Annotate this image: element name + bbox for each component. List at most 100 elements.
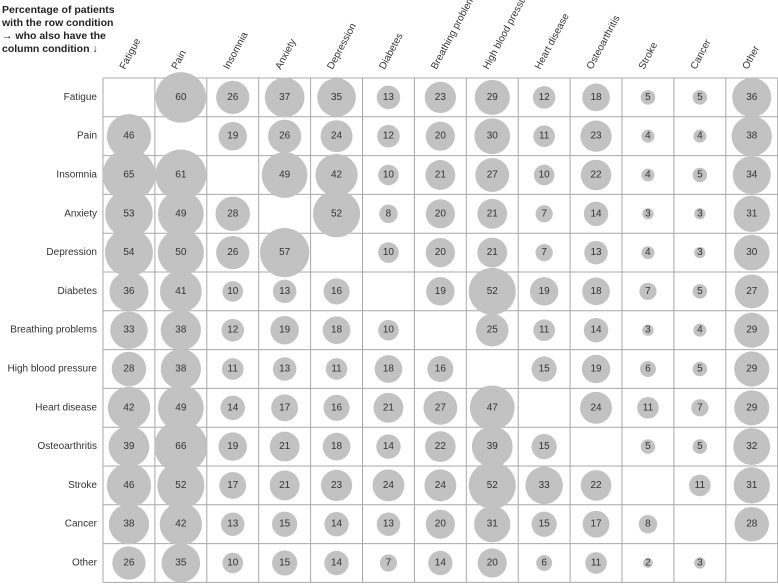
bubble-mark	[692, 167, 708, 183]
bubble-mark	[324, 550, 349, 576]
column-label: Insomnia	[222, 30, 251, 71]
bubble-value-label: 19	[539, 286, 551, 297]
bubble-mark	[641, 246, 655, 260]
bubble-mark	[379, 554, 398, 572]
bubble-mark	[425, 160, 456, 190]
bubble-mark	[320, 120, 353, 153]
bubble-value-label: 10	[383, 247, 395, 258]
bubble-mark	[582, 277, 610, 306]
bubble-value-label: 4	[645, 131, 651, 142]
bubble-mark	[155, 72, 207, 123]
bubble-value-label: 17	[590, 519, 602, 530]
bubble-value-label: 11	[539, 131, 550, 142]
bubble-value-label: 8	[645, 519, 651, 530]
bubble-mark	[734, 506, 770, 542]
bubble-mark	[639, 282, 657, 301]
bubble-mark	[102, 148, 156, 202]
bubble-mark	[378, 164, 399, 186]
bubble-mark	[474, 506, 511, 543]
bubble-value-label: 6	[645, 364, 651, 375]
bubble-value-label: 8	[386, 208, 392, 219]
bubble-value-label: 4	[645, 170, 651, 181]
bubble-value-label: 53	[123, 208, 135, 219]
bubble-mark	[261, 152, 308, 198]
bubble-value-label: 23	[590, 131, 602, 142]
bubble-mark	[216, 80, 250, 115]
bubble-mark	[215, 196, 251, 232]
bubble-value-label: 5	[697, 441, 703, 452]
bubble-mark	[642, 208, 654, 220]
bubble-mark	[637, 396, 659, 419]
bubble-mark	[531, 356, 557, 382]
bubble-mark	[109, 271, 149, 311]
bubble-value-label: 42	[175, 519, 187, 530]
row-label: Insomnia	[56, 170, 97, 181]
bubble-mark	[269, 470, 300, 501]
bubble-mark	[424, 81, 456, 114]
bubble-mark	[734, 351, 770, 387]
chart-caption: Percentage of patients with the row cond…	[2, 4, 115, 56]
bubble-value-label: 22	[435, 441, 447, 452]
bubble-mark	[160, 310, 201, 351]
bubble-mark	[157, 229, 204, 276]
column-label: Stroke	[637, 40, 660, 71]
bubble-value-label: 52	[331, 208, 343, 219]
bubble-mark	[427, 355, 454, 383]
bubble-mark	[378, 319, 399, 341]
bubble-mark	[323, 394, 350, 421]
bubble-value-label: 15	[539, 364, 551, 375]
bubble-value-label: 13	[279, 364, 291, 375]
bubble-value-label: 24	[331, 131, 343, 142]
bubble-mark	[272, 511, 298, 537]
bubble-mark	[583, 201, 609, 227]
bubble-mark	[372, 469, 405, 502]
bubble-mark	[376, 512, 401, 536]
bubble-value-label: 14	[435, 558, 447, 569]
bubble-mark	[580, 120, 612, 152]
bubble-mark	[733, 467, 770, 504]
bubble-value-label: 5	[645, 441, 651, 452]
bubble-mark	[425, 509, 455, 539]
bubble-mark	[471, 426, 513, 467]
row-label: High blood pressure	[8, 364, 98, 375]
bubble-mark	[733, 234, 770, 271]
bubble-value-label: 21	[383, 402, 395, 413]
bubble-mark	[582, 510, 610, 538]
bubble-mark	[374, 355, 403, 383]
column-label: Heart disease	[533, 11, 572, 71]
bubble-mark	[272, 357, 297, 381]
bubble-value-label: 6	[541, 558, 547, 569]
bubble-mark	[425, 431, 456, 462]
bubble-value-label: 27	[435, 402, 447, 413]
bubble-value-label: 61	[175, 170, 187, 181]
bubble-value-label: 12	[227, 325, 239, 336]
bubble-mark	[692, 90, 708, 105]
bubble-mark	[689, 474, 711, 497]
bubble-value-label: 37	[279, 92, 291, 103]
bubble-value-label: 10	[383, 325, 395, 336]
bubble-value-label: 30	[487, 131, 499, 142]
bubble-value-label: 57	[279, 247, 291, 258]
bubble-mark	[106, 114, 152, 159]
bubble-value-label: 4	[697, 325, 703, 336]
bubble-value-label: 22	[590, 170, 602, 181]
bubble-mark	[468, 461, 516, 509]
bubble-value-label: 36	[123, 286, 135, 297]
bubble-value-label: 29	[746, 364, 758, 375]
bubble-mark	[425, 238, 455, 268]
bubble-value-label: 15	[279, 558, 291, 569]
bubble-value-label: 60	[175, 92, 187, 103]
bubble-mark	[477, 237, 508, 268]
bubble-mark	[580, 391, 613, 424]
bubble-value-label: 13	[227, 519, 239, 530]
bubble-value-label: 11	[331, 364, 342, 375]
bubble-mark	[379, 204, 398, 224]
bubble-value-label: 32	[746, 441, 758, 452]
bubble-mark	[155, 149, 207, 201]
bubble-mark	[640, 90, 656, 105]
bubble-value-label: 2	[645, 558, 651, 569]
bubble-mark	[580, 470, 612, 501]
bubble-mark	[269, 431, 300, 462]
bubble-mark	[159, 503, 202, 546]
bubble-value-label: 27	[746, 286, 758, 297]
